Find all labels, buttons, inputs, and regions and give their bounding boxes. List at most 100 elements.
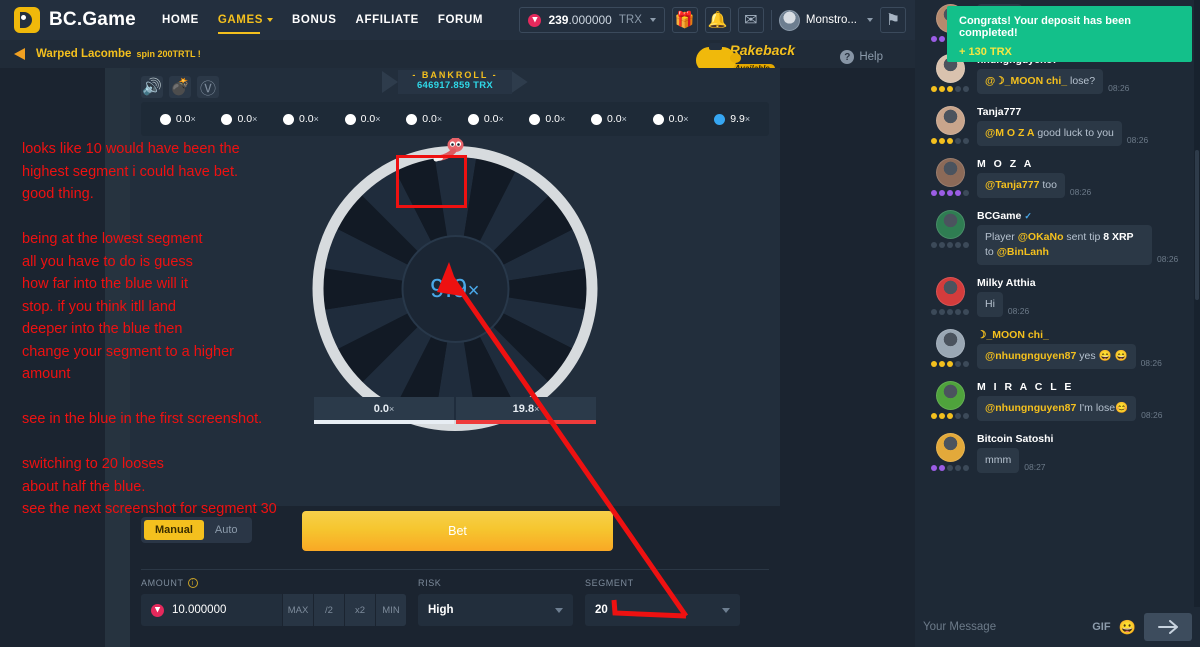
controls-divider [141, 569, 769, 570]
chat-username[interactable]: Bitcoin Satoshi [977, 433, 1054, 445]
bet-button[interactable]: Bet [302, 511, 613, 551]
chat-toggle-button[interactable]: ⚑ [880, 7, 906, 33]
sidebar-collapsed-band [105, 68, 130, 647]
risk-select[interactable]: High [418, 594, 573, 626]
rank-dot-icon [939, 465, 945, 471]
piggy-bank-icon [695, 42, 741, 72]
brand-logo[interactable]: BC.Game [14, 7, 136, 33]
gift-button[interactable]: 🎁 [671, 7, 698, 33]
avatar[interactable] [935, 277, 965, 306]
rank-dot-icon [939, 190, 945, 196]
chat-bubble-row: @nhungnguyen87 I'm lose😊 08:26 [977, 396, 1192, 421]
chat-message: M O Z A @Tanja777 too 08:26 [923, 158, 1192, 198]
emoji-picker-icon[interactable]: 😀 [1118, 618, 1136, 635]
segment-select[interactable]: 20 [585, 594, 740, 626]
rank-dot-icon [931, 413, 937, 419]
chat-message-list[interactable]: 😊 😊08:26nhungnguyen87@☽_MOON chi_ lose?0… [915, 0, 1200, 607]
segment-field-group: SEGMENT 20 [585, 578, 740, 626]
avatar[interactable] [935, 210, 965, 239]
chat-text-segment: @OKaNo [1017, 231, 1064, 243]
avatar[interactable] [935, 158, 965, 187]
multiplier-legend: 0.0× 0.0× 0.0× 0.0× 0.0× 0.0× 0.0× 0.0× 0.0× 9.9× [141, 102, 769, 136]
rank-dot-icon [947, 413, 953, 419]
gif-button[interactable]: GIF [1092, 621, 1111, 633]
announcement-ticker: Warped Lacombe spin 200TRTL ! Rakeback A… [0, 40, 915, 73]
avatar[interactable] [935, 329, 965, 358]
chat-scrollbar-thumb[interactable] [1195, 150, 1199, 300]
chat-text-segment: mmm [985, 454, 1012, 466]
chat-bubble-row: Player @OKaNo sent tip 8 XRP to @BinLanh… [977, 225, 1192, 265]
help-button[interactable]: ? Help [840, 50, 883, 64]
rank-dots [923, 309, 977, 315]
nav-link-home[interactable]: HOME [162, 0, 199, 40]
banner-wing-left [382, 71, 398, 93]
rank-dot-icon [963, 242, 969, 248]
messages-button[interactable]: ✉ [737, 7, 764, 33]
nav-link-forum[interactable]: FORUM [438, 0, 483, 40]
fortune-wheel[interactable]: 9.9× [312, 138, 598, 431]
multiplier-item: 0.0× [652, 113, 688, 125]
nav-link-bonus[interactable]: BONUS [292, 0, 337, 40]
chat-username[interactable]: M O Z A [977, 158, 1034, 170]
rank-dot-icon [955, 138, 961, 144]
chat-username[interactable]: ☽_MOON chi_ [977, 329, 1049, 341]
chat-text-segment: Hi [985, 298, 995, 310]
deposit-toast[interactable]: Congrats! Your deposit has been complete… [947, 6, 1192, 62]
send-button[interactable] [1144, 613, 1192, 641]
avatar[interactable] [935, 106, 965, 135]
rank-dots [923, 190, 977, 196]
manual-mode-tab[interactable]: Manual [144, 520, 204, 540]
nav-link-games[interactable]: GAMES [217, 0, 274, 40]
bomb-icon[interactable]: 💣 [169, 76, 191, 98]
volume-icon[interactable]: 🔊 [141, 76, 163, 98]
amount-button-x2[interactable]: x2 [344, 594, 375, 626]
avatar[interactable] [935, 381, 965, 410]
user-menu[interactable]: Monstro... [778, 9, 873, 31]
currency-selector[interactable]: TRX [619, 14, 656, 26]
chat-username[interactable]: Milky Atthia [977, 277, 1036, 289]
amount-label-row: AMOUNT i [141, 578, 406, 588]
chat-message-input[interactable]: Your Message [923, 621, 997, 633]
amount-button-max[interactable]: MAX [282, 594, 313, 626]
risk-label: RISK [418, 578, 442, 588]
multiplier-item: 0.0× [406, 113, 442, 125]
chat-message: ☽_MOON chi_ @nhungnguyen87 yes 😄 😄 08:26 [923, 329, 1192, 369]
notifications-button[interactable]: 🔔 [704, 7, 731, 33]
bet-controls-panel: Manual Auto Bet AMOUNT i 10.000000 MAX/2… [130, 506, 780, 647]
currency-label: TRX [618, 14, 642, 26]
chat-bubble-row: @nhungnguyen87 yes 😄 😄 08:26 [977, 344, 1192, 369]
chat-avatar-column [923, 329, 977, 369]
trx-coin-icon [528, 13, 542, 27]
bell-icon: 🔔 [707, 12, 728, 29]
chat-bubble-row: Hi 08:26 [977, 292, 1192, 317]
chat-timestamp: 08:26 [1108, 83, 1130, 93]
multiplier-item: 0.0× [221, 113, 257, 125]
chat-scrollbar[interactable] [1194, 0, 1200, 607]
balance-decimal: .000000 [568, 13, 612, 27]
multiplier-item: 0.0× [344, 113, 381, 125]
info-icon[interactable]: i [187, 578, 198, 588]
bankroll-banner: - BANKROLL - 646917.859 TRX [130, 70, 780, 94]
chat-username[interactable]: M I R A C L E [977, 381, 1074, 393]
fairness-icon[interactable]: Ⓥ [197, 76, 219, 98]
chat-username[interactable]: Tanja777 [977, 106, 1022, 118]
chat-bubble: @nhungnguyen87 I'm lose😊 [977, 396, 1137, 421]
balance-display[interactable]: 239.000000 TRX [519, 7, 665, 33]
chat-timestamp: 08:26 [1069, 187, 1092, 197]
auto-mode-tab[interactable]: Auto [214, 524, 238, 536]
amount-input[interactable]: 10.000000 MAX/2 x2 MIN [141, 594, 406, 626]
chat-bubble: mmm [977, 448, 1020, 473]
chat-username[interactable]: BCGame ✓ [977, 210, 1032, 222]
multiplier-item: 9.9× [714, 113, 750, 125]
nav-link-affiliate[interactable]: AFFILIATE [356, 0, 419, 40]
chat-message-body: Tanja777 @M O Z A good luck to you 08:26 [977, 106, 1192, 146]
bankroll-value: 646917.859 TRX [416, 80, 493, 91]
amount-button-2[interactable]: /2 [313, 594, 344, 626]
chat-timestamp: 08:26 [1157, 254, 1179, 264]
multiplier-label: 0.0× [607, 113, 627, 125]
amount-button-min[interactable]: MIN [375, 594, 406, 626]
chat-bubble-row: @M O Z A good luck to you 08:26 [977, 121, 1192, 146]
chat-avatar-column [923, 277, 977, 317]
avatar[interactable] [935, 433, 965, 462]
chat-message-body: nhungnguyen87@☽_MOON chi_ lose?08:26 [977, 54, 1192, 94]
